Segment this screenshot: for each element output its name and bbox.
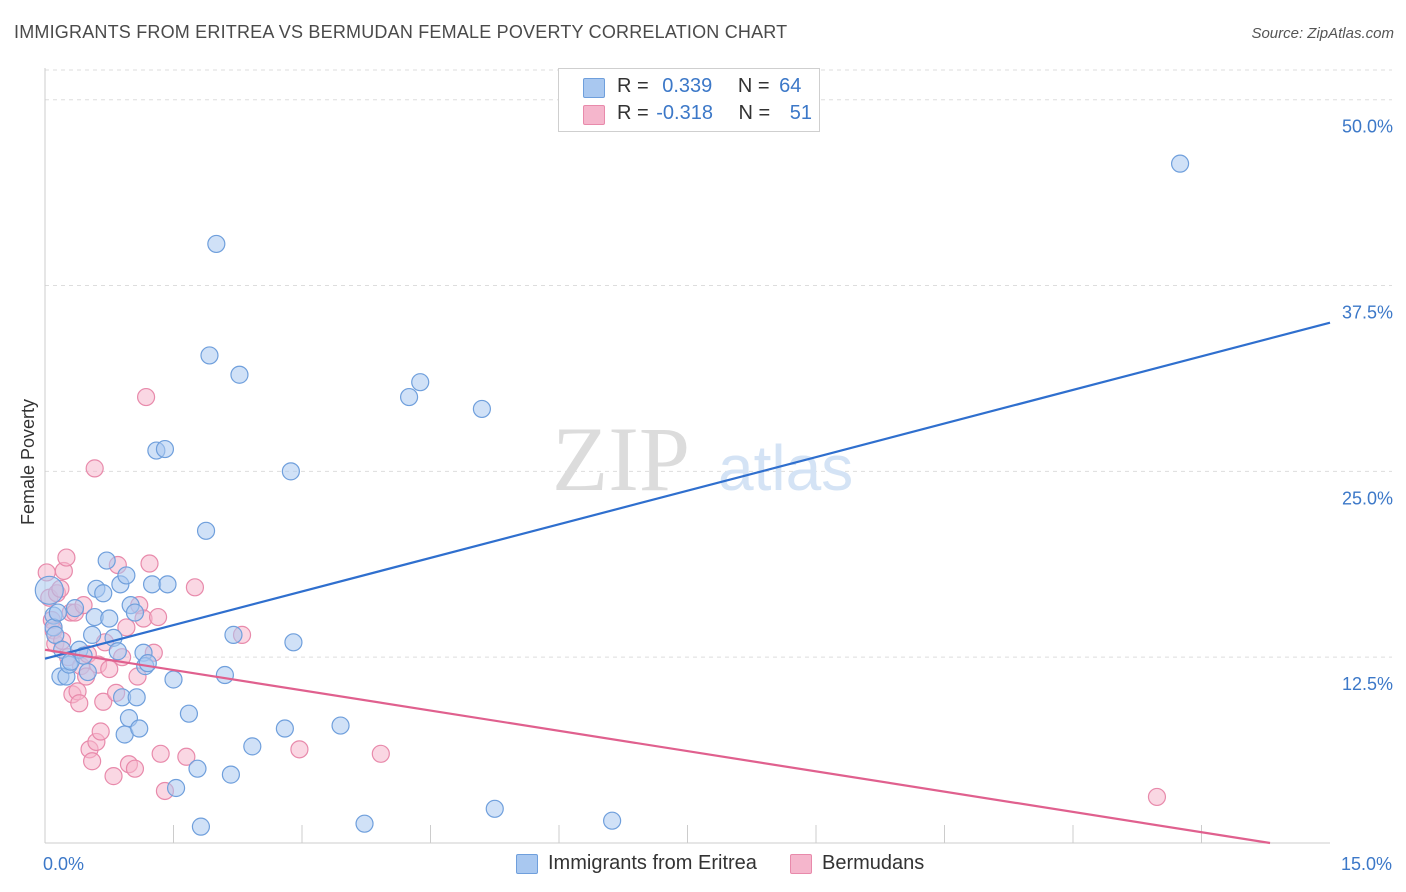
legend-label-eritrea: Immigrants from Eritrea [548,852,757,874]
watermark: ZIP atlas [552,408,853,510]
bermudan-point [371,744,390,763]
eritrea-point [83,625,102,644]
eritrea-point [221,765,240,784]
legend-r-value: -0.318 [656,102,713,124]
eritrea-point [188,759,207,778]
eritrea-point [155,439,175,459]
eritrea-point [127,688,146,707]
eritrea-point [243,737,262,756]
eritrea-point [230,365,249,384]
eritrea-point [215,665,234,685]
eritrea-point [485,799,504,818]
legend-n-value: 51 [789,102,813,124]
x-tick-label: 0.0% [43,854,84,874]
eritrea-point [207,234,226,254]
axes: 12.5% 25.0% 37.5% 50.0% 0.0% 15.0% [43,68,1393,874]
y-tick-label: 50.0% [1342,117,1393,137]
eritrea-point [603,811,622,830]
watermark-atlas: atlas [718,432,853,504]
eritrea-point [48,603,67,622]
legend-r-label: R = [617,75,649,97]
source-label: Source: ZipAtlas.com [1251,25,1394,42]
eritrea-point [46,625,65,644]
gridlines [45,69,1392,658]
eritrea-point [138,654,157,673]
eritrea-point [100,609,119,628]
eritrea-point [117,566,136,585]
eritrea-point [1170,154,1190,173]
legend-swatch-bermudans [583,105,605,125]
legend-label-bermudans: Bermudans [822,852,925,874]
y-tick-label: 37.5% [1342,303,1393,323]
bermudan-point [104,767,123,786]
bermudan-point [185,578,205,597]
legend-n-label: N = [737,75,770,97]
bermudan-point [136,387,156,407]
eritrea-point [97,551,116,570]
eritrea-point [164,670,183,689]
legend-n-label: N = [738,102,771,124]
eritrea-trend-line [44,321,1331,660]
legend-n-value: 64 [779,75,802,97]
eritrea-point [399,387,419,407]
eritrea-point [108,642,127,661]
bermudan-point [117,618,136,637]
bermudan-point [177,747,196,766]
bermudan-point [70,694,89,713]
y-axis-label: Female Poverty [18,399,38,525]
eritrea-point [166,778,186,798]
bermudan-point [94,692,113,711]
bermudan-point [151,744,170,763]
eritrea-point [78,662,97,682]
x-tick-label: 15.0% [1341,854,1392,874]
eritrea-point [331,716,350,735]
eritrea-point [355,814,374,833]
eritrea-point [196,521,216,540]
watermark-zip: ZIP [552,408,690,510]
bermudan-point [83,752,102,771]
correlation-legend: R = 0.339 N = 64 R = -0.318 N = 51 [558,68,820,132]
eritrea-point [142,575,162,594]
eritrea-point [411,373,430,392]
eritrea-point [125,603,145,622]
bermudan-point [1147,787,1167,807]
eritrea-point [158,575,177,594]
legend-r-value: 0.339 [662,75,713,97]
legend-swatch-bermudans [790,854,812,874]
eritrea-point [472,399,491,419]
bermudan-point [57,548,76,567]
eritrea-point [65,599,85,618]
bermudan-point [91,722,110,741]
legend-swatch-eritrea [583,78,605,98]
bermudan-point [148,607,168,627]
bermudan-trend-line [44,648,1271,845]
eritrea-point [94,584,113,603]
eritrea-point [224,625,243,644]
eritrea-point [130,719,149,738]
bermudan-point [85,459,104,478]
y-tick-label: 12.5% [1342,674,1393,694]
eritrea-point [275,719,294,738]
legend-swatch-eritrea [516,854,538,874]
eritrea-point [200,346,219,365]
eritrea-point [179,704,199,723]
y-tick-label: 25.0% [1342,488,1393,508]
eritrea-point [284,633,303,652]
bermudan-point [125,759,145,778]
eritrea-point [191,817,211,836]
bermudan-point [100,659,119,679]
legend-r-label: R = [617,102,649,124]
eritrea-point [281,462,300,481]
chart-title: IMMIGRANTS FROM ERITREA VS BERMUDAN FEMA… [14,22,788,42]
trend-lines [44,321,1331,845]
eritrea-point [34,575,64,605]
bermudan-point [290,740,309,759]
bermudan-point [140,554,159,573]
